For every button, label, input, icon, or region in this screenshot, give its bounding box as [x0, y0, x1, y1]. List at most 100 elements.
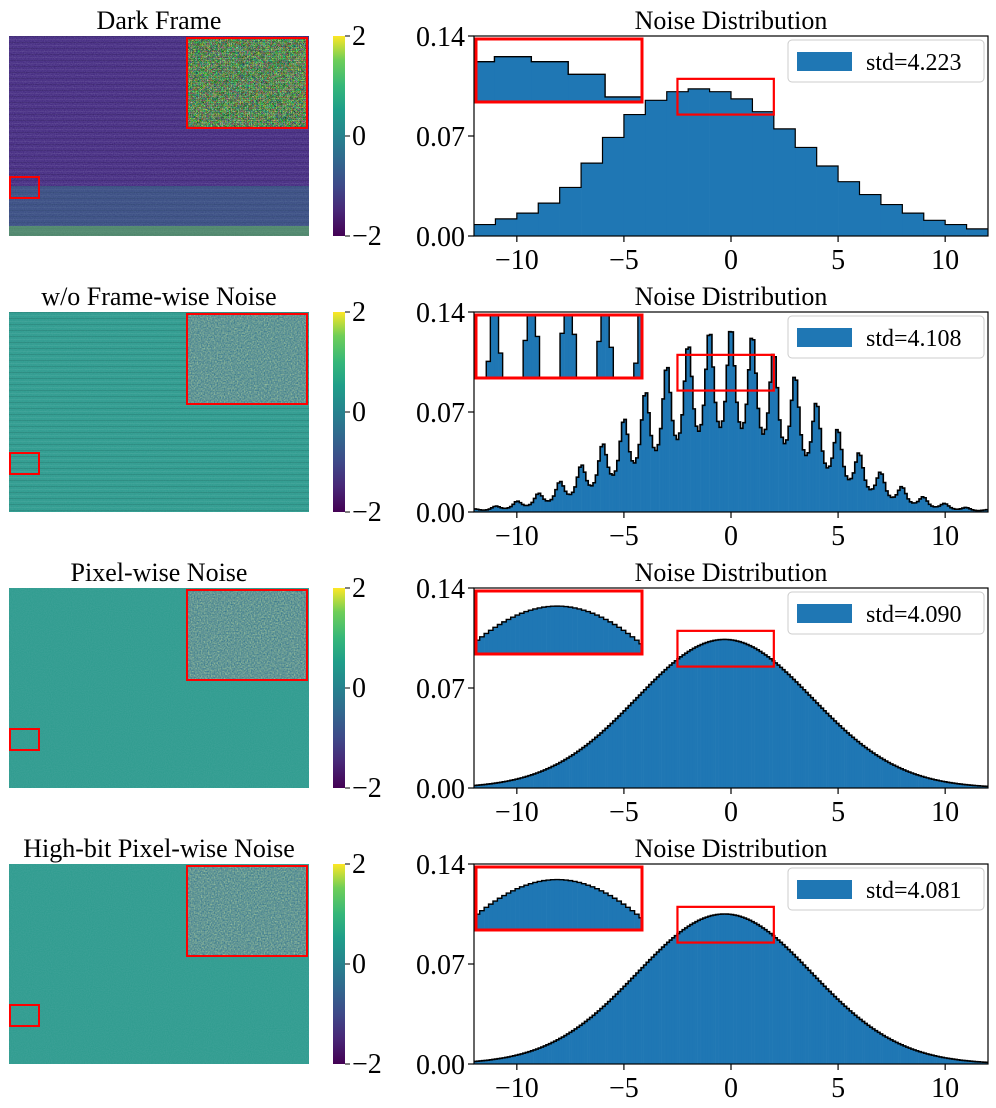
- histogram-bar: [630, 702, 634, 788]
- histogram-bar: [795, 681, 799, 788]
- histogram-bar: [653, 954, 657, 1064]
- histogram-bar: [671, 662, 675, 788]
- histogram-bar: [854, 739, 858, 788]
- histogram-bar: [890, 497, 894, 512]
- histogram-bar: [573, 486, 577, 512]
- histogram-inset-bar: [528, 610, 534, 654]
- histogram-bar: [926, 501, 929, 512]
- histogram-bar: [578, 467, 582, 512]
- histogram-bar: [872, 753, 876, 788]
- histogram-bar: [692, 408, 696, 512]
- histogram-bar: [587, 743, 590, 788]
- histogram-bar: [625, 983, 629, 1064]
- histogram-bar: [757, 408, 760, 512]
- histogram-bar: [977, 1061, 981, 1064]
- histogram-inset-bar: [603, 893, 609, 930]
- histogram-bar: [494, 1059, 498, 1064]
- histogram-bar: [643, 689, 647, 788]
- histogram-bar: [682, 654, 686, 788]
- histogram-bar: [928, 504, 932, 512]
- histogram-bar: [959, 784, 963, 788]
- histogram-bar: [819, 428, 822, 512]
- histogram-bars: [474, 914, 989, 1064]
- heatmap-panel-dark-frame: Dark Frame 2 0 −2: [9, 6, 382, 252]
- y-tick-label: 0.07: [416, 122, 465, 153]
- x-tick-label: 10: [931, 245, 959, 276]
- histogram-bar: [669, 940, 673, 1064]
- histogram-bar: [861, 467, 865, 512]
- heatmap-panel-pixel-wise: Pixel-wise Noise 2 0 −2: [9, 558, 382, 804]
- histogram-inset-bar: [625, 907, 631, 930]
- histogram-inset-bar: [590, 886, 596, 930]
- legend: std=4.108: [787, 315, 985, 359]
- histogram-bar: [545, 768, 549, 788]
- histogram-bar: [797, 959, 801, 1064]
- histogram-bar: [621, 422, 625, 512]
- histogram-bar: [741, 917, 745, 1064]
- legend-frame: [787, 591, 985, 635]
- histogram-inset-bar: [568, 74, 606, 102]
- histogram-bar: [892, 1041, 896, 1064]
- histogram-inset-bar: [498, 353, 503, 378]
- histogram-bar: [474, 785, 477, 788]
- histogram-bar: [623, 114, 646, 236]
- histogram-bar: [638, 695, 642, 788]
- histogram-bar: [645, 392, 649, 512]
- histogram-bar: [538, 203, 560, 236]
- colorbar-tick-label: 0: [352, 673, 366, 704]
- heatmap-zoom-texture: [187, 38, 307, 128]
- histogram-bar: [689, 649, 693, 788]
- histogram-bar: [876, 478, 879, 512]
- histogram-bar: [479, 1060, 483, 1064]
- histogram-bar: [697, 431, 701, 512]
- histogram-inset-bar: [541, 607, 547, 654]
- histogram-bar: [968, 508, 972, 512]
- histogram-bar: [859, 1019, 863, 1064]
- histogram-bar: [531, 502, 534, 512]
- histogram-bar: [743, 643, 747, 788]
- histogram-bar: [509, 780, 513, 788]
- legend-swatch: [797, 328, 852, 347]
- histogram-bar: [980, 510, 984, 512]
- histogram-bar: [664, 669, 668, 788]
- heatmap-bottom-band: [9, 226, 309, 236]
- histogram-bar: [609, 473, 613, 512]
- histogram-bar: [620, 988, 624, 1064]
- histogram-bar: [695, 646, 698, 788]
- x-tick-label: 0: [724, 521, 738, 552]
- histogram-bar: [769, 658, 773, 788]
- histogram-bar: [849, 478, 853, 512]
- histogram-bar: [597, 735, 601, 788]
- histogram-bar: [690, 376, 694, 512]
- histogram-bar: [972, 1061, 976, 1064]
- histogram-bar: [782, 669, 786, 788]
- histogram-bar: [754, 648, 757, 788]
- histogram-bar: [836, 723, 840, 788]
- histogram-bar: [736, 915, 740, 1064]
- histogram-bar: [784, 672, 788, 788]
- histogram-bar: [949, 507, 953, 512]
- histogram-bar: [964, 1060, 968, 1064]
- histogram-bar: [633, 462, 637, 512]
- histogram-bar: [970, 1061, 973, 1064]
- histogram-bar: [556, 763, 560, 788]
- heatmap-title: Pixel-wise Noise: [71, 558, 248, 587]
- histogram-inset-bar: [625, 633, 631, 654]
- histogram-bar: [921, 776, 925, 788]
- histogram-bar: [635, 697, 639, 788]
- histogram-inset-border: [474, 37, 644, 104]
- histogram-bar: [566, 1033, 570, 1064]
- histogram-bar: [718, 639, 722, 788]
- histogram-bar: [643, 964, 647, 1064]
- histogram-bar: [516, 213, 539, 236]
- histogram-bar: [617, 991, 621, 1064]
- histogram-bar: [761, 927, 765, 1064]
- histogram-bar: [869, 489, 872, 512]
- histogram-bar: [626, 434, 629, 512]
- histogram-bar: [910, 1049, 914, 1064]
- histogram-inset: [474, 589, 644, 656]
- histogram-bar: [599, 1008, 603, 1064]
- histogram-bar: [928, 778, 932, 788]
- histogram-inset-bar: [630, 910, 635, 930]
- histogram-bar: [728, 639, 732, 788]
